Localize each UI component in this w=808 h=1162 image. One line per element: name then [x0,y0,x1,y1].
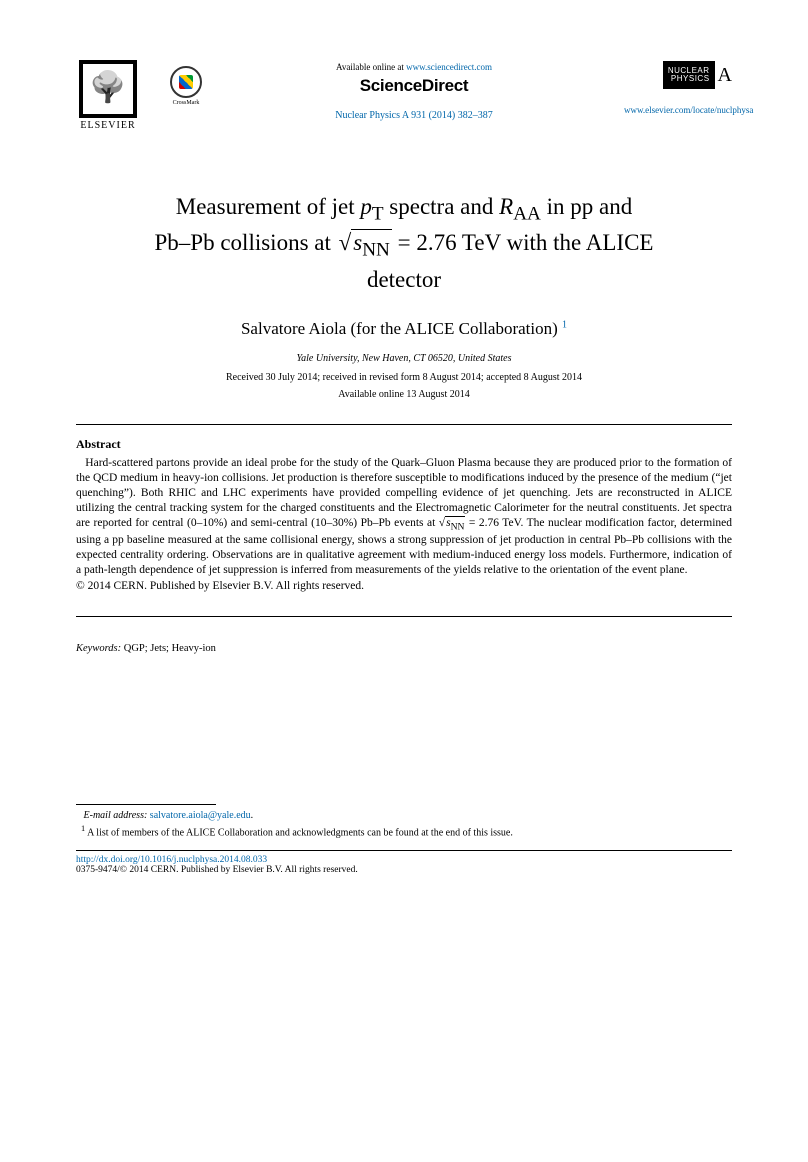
sciencedirect-link[interactable]: www.sciencedirect.com [406,62,492,72]
abstract-sqrt: √sNN [439,516,466,529]
footer-rule [76,850,732,851]
copyright-line: © 2014 CERN. Published by Elsevier B.V. … [76,580,732,592]
keywords-text: QGP; Jets; Heavy-ion [121,643,216,654]
footnote-1: 1 A list of members of the ALICE Collabo… [76,823,732,840]
journal-reference: Nuclear Physics A 931 (2014) 382–387 [204,110,624,121]
dates-online: Available online 13 August 2014 [76,389,732,400]
footnotes: E-mail address: salvatore.aiola@yale.edu… [76,809,732,839]
issn-line: 0375-9474/© 2014 CERN. Published by Else… [76,865,732,875]
crossmark-badge[interactable]: CrossMark [168,66,204,106]
title-R: R [499,194,513,219]
abs-sNN-sub: NN [451,521,465,532]
available-prefix: Available online at [336,62,406,72]
sciencedirect-logo: ScienceDirect [204,76,624,96]
title-pre: Measurement of jet [176,194,361,219]
sqrt-sNN: √sNN [337,230,392,255]
keywords: Keywords: QGP; Jets; Heavy-ion [76,643,732,654]
title-line2-pre: Pb–Pb collisions at [155,230,337,255]
doi-link[interactable]: http://dx.doi.org/10.1016/j.nuclphysa.20… [76,855,267,865]
title-mid: spectra and [384,194,500,219]
elsevier-logo: ELSEVIER [76,60,140,131]
dates-received: Received 30 July 2014; received in revis… [76,372,732,383]
np-a-letter: A [718,64,732,87]
nuclear-physics-logo: NUCLEAR PHYSICS A [663,61,732,89]
author-email[interactable]: salvatore.aiola@yale.edu [150,810,251,821]
author-line: Salvatore Aiola (for the ALICE Collabora… [76,319,732,339]
email-label: E-mail address: [84,810,150,821]
author-footnote-ref[interactable]: 1 [562,319,567,330]
available-text: Available online at www.sciencedirect.co… [204,62,624,72]
abstract-body: Hard-scattered partons provide an ideal … [76,456,732,578]
title-eq: = 2.76 TeV with the ALICE [392,230,654,255]
header-right: NUCLEAR PHYSICS A www.elsevier.com/locat… [624,60,732,115]
sNN-s: s [353,230,362,255]
email-footnote: E-mail address: salvatore.aiola@yale.edu… [76,809,732,823]
sNN-sub: NN [362,240,390,261]
title-post: in pp and [541,194,632,219]
title-pT: p [360,194,372,219]
crossmark-label: CrossMark [173,100,200,106]
np-line2: PHYSICS [668,75,710,83]
footnote-rule [76,804,216,805]
title-rule [76,424,732,425]
keywords-label: Keywords: [76,643,121,654]
crossmark-icon [170,66,202,98]
doi-line: http://dx.doi.org/10.1016/j.nuclphysa.20… [76,855,732,865]
paper-title: Measurement of jet pT spectra and RAA in… [76,191,732,295]
header-left: ELSEVIER CrossMark [76,60,204,131]
title-pT-sub: T [372,204,384,225]
title-line3: detector [367,267,441,292]
journal-homepage-link[interactable]: www.elsevier.com/locate/nuclphysa [624,105,732,115]
abstract-rule [76,616,732,617]
title-RAA-sub: AA [513,204,541,225]
affiliation: Yale University, New Haven, CT 06520, Un… [76,353,732,364]
footnote-text: A list of members of the ALICE Collabora… [85,827,513,838]
np-box: NUCLEAR PHYSICS [663,61,715,89]
header: ELSEVIER CrossMark Available online at w… [76,60,732,131]
header-center: Available online at www.sciencedirect.co… [204,60,624,121]
author-name: Salvatore Aiola (for the ALICE Collabora… [241,319,558,338]
elsevier-tree-icon [79,60,137,118]
paper-page: ELSEVIER CrossMark Available online at w… [0,0,808,915]
elsevier-label: ELSEVIER [80,120,135,131]
journal-url[interactable]: www.elsevier.com/locate/nuclphysa [624,105,753,115]
abstract-heading: Abstract [76,437,732,452]
